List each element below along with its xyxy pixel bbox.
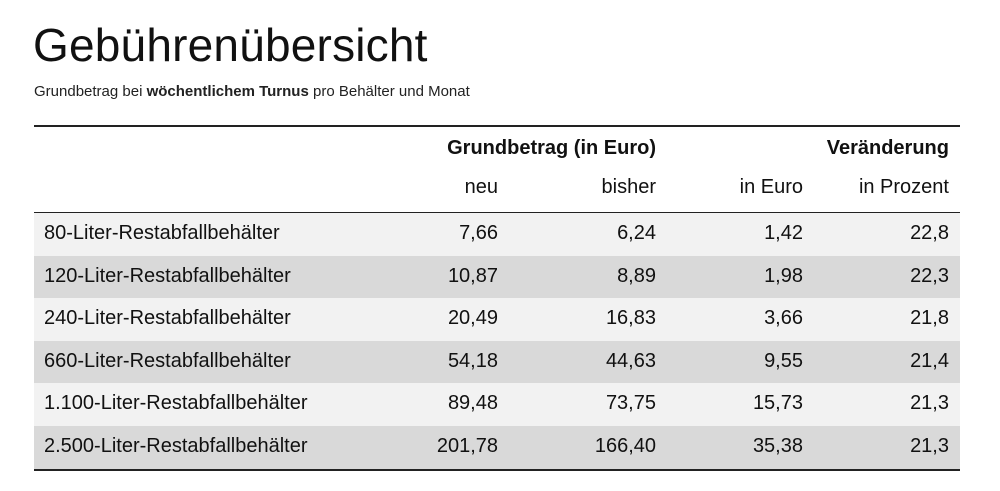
header-grundbetrag: Grundbetrag (in Euro) [447, 137, 656, 159]
subtitle-suffix: pro Behälter und Monat [308, 83, 470, 100]
table-column-header-row: neu bisher in Euro in Prozent [34, 169, 960, 213]
cell-in-prozent: 22,3 [910, 264, 949, 287]
cell-in-euro: 1,98 [764, 264, 803, 287]
row-label: 240-Liter-Restabfallbehälter [44, 307, 291, 330]
cell-in-prozent: 21,3 [910, 434, 949, 457]
cell-neu: 201,78 [436, 434, 498, 457]
fee-table: Grundbetrag (in Euro) Veränderung neu bi… [34, 125, 960, 471]
cell-bisher: 16,83 [605, 307, 656, 330]
cell-bisher: 166,40 [594, 434, 656, 457]
table-row: 80-Liter-Restabfallbehälter 7,66 6,24 1,42 2… [34, 213, 960, 256]
row-label: 80-Liter-Restabfallbehälter [44, 222, 280, 244]
cell-in-euro: 35,38 [752, 434, 803, 457]
cell-in-euro: 9,55 [764, 349, 803, 372]
cell-bisher: 8,89 [617, 264, 656, 287]
cell-in-euro: 15,73 [752, 392, 803, 415]
page-title: Gebührenübersicht [33, 19, 428, 71]
cell-in-prozent: 21,8 [910, 307, 949, 330]
row-label: 1.100-Liter-Restabfallbehälter [44, 392, 308, 415]
cell-in-euro: 3,66 [764, 307, 803, 330]
cell-neu: 89,48 [447, 392, 498, 415]
table-row: 1.100-Liter-Restabfallbehälter 89,48 73,75… [34, 383, 960, 426]
row-label: 2.500-Liter-Restabfallbehälter [44, 434, 308, 457]
header-veraenderung: Veränderung [826, 137, 949, 159]
col-header-bisher: bisher [601, 176, 656, 198]
col-header-in-euro: in Euro [739, 176, 803, 198]
cell-in-prozent: 21,4 [910, 349, 949, 372]
cell-bisher: 6,24 [617, 222, 656, 244]
cell-in-prozent: 22,8 [910, 222, 949, 244]
cell-in-prozent: 21,3 [910, 392, 949, 415]
cell-neu: 7,66 [459, 222, 498, 244]
cell-neu: 20,49 [447, 307, 498, 330]
table-row: 120-Liter-Restabfallbehälter 10,87 8,89 1,9… [34, 255, 960, 299]
col-header-in-prozent: in Prozent [858, 176, 949, 198]
row-label: 660-Liter-Restabfallbehälter [44, 349, 291, 372]
cell-in-euro: 1,42 [764, 222, 803, 244]
table-body: 80-Liter-Restabfallbehälter 7,66 6,24 1,42 2… [34, 213, 960, 469]
cell-bisher: 44,63 [605, 349, 656, 372]
cell-bisher: 73,75 [605, 392, 656, 415]
subtitle-prefix: Grundbetrag bei [34, 83, 147, 100]
table-row: 660-Liter-Restabfallbehälter 54,18 44,63 9,… [34, 340, 960, 384]
row-label: 120-Liter-Restabfallbehälter [44, 264, 291, 287]
cell-neu: 10,87 [447, 264, 498, 287]
table-row: 240-Liter-Restabfallbehälter 20,49 16,83 3,… [34, 298, 960, 341]
page-subtitle: Grundbetrag bei wöchentlichem Turnus pro… [34, 83, 470, 100]
table-row: 2.500-Liter-Restabfallbehälter 201,78 166,… [34, 425, 960, 469]
col-header-neu: neu [464, 176, 498, 198]
table-group-header-row: Grundbetrag (in Euro) Veränderung [34, 127, 960, 169]
subtitle-bold: wöchentlichem Turnus [146, 83, 309, 100]
cell-neu: 54,18 [447, 349, 498, 372]
